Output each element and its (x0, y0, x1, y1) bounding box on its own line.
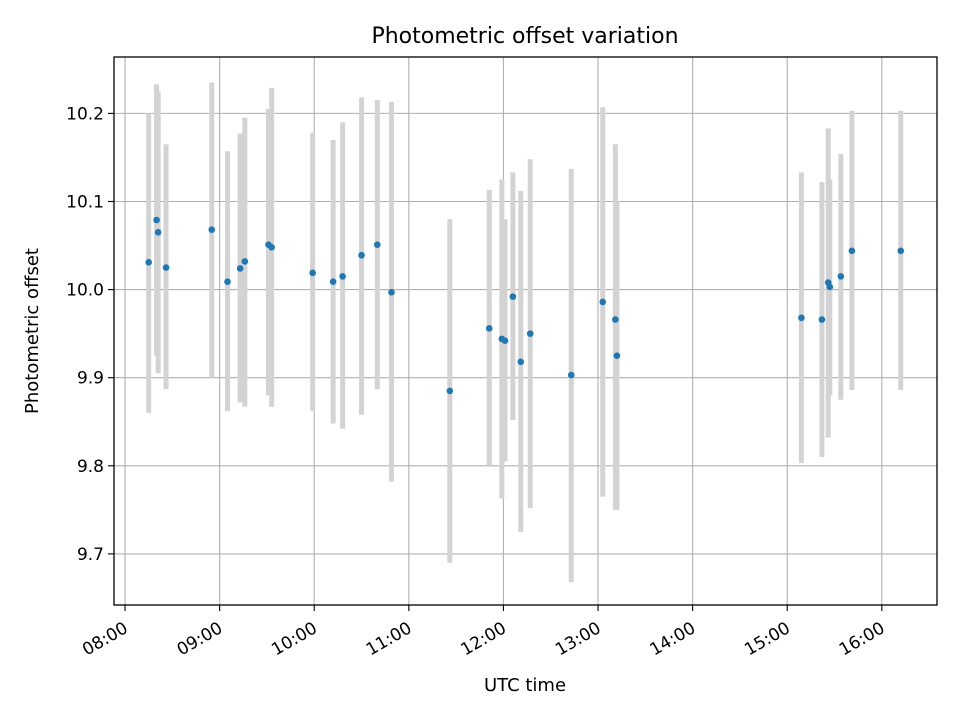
data-point (208, 226, 216, 233)
data-point (897, 247, 905, 255)
y-tick-label: 9.7 (77, 545, 104, 565)
data-point (612, 316, 619, 323)
data-point (526, 330, 534, 337)
data-point (826, 283, 834, 291)
plot-frame (113, 56, 938, 606)
x-axis-label: UTC time (484, 675, 566, 696)
data-point (567, 371, 575, 379)
data-point (485, 325, 493, 332)
data-point (153, 216, 160, 224)
chart-title: Photometric offset variation (371, 24, 678, 49)
data-point (501, 337, 509, 344)
data-points (145, 216, 905, 395)
data-point (837, 273, 845, 280)
data-point (224, 278, 231, 285)
y-tick-label: 9.8 (77, 457, 104, 477)
data-point (517, 358, 525, 366)
data-point (373, 241, 381, 248)
data-point (798, 314, 805, 322)
data-point (388, 288, 395, 296)
y-tick-label: 9.9 (77, 369, 104, 389)
data-point (162, 264, 170, 271)
data-point (268, 244, 275, 251)
data-point (309, 269, 316, 277)
data-point (599, 298, 607, 306)
data-point (818, 316, 826, 323)
data-point (339, 273, 346, 280)
data-point (509, 293, 517, 300)
data-point (329, 278, 337, 285)
data-point (446, 387, 454, 395)
data-point (848, 247, 856, 255)
data-point (241, 258, 249, 265)
y-tick-label: 10.0 (66, 281, 104, 301)
y-tick-label: 10.2 (66, 104, 104, 124)
data-point (613, 352, 621, 359)
data-point (154, 229, 162, 236)
data-point (358, 251, 365, 259)
y-axis-label: Photometric offset (22, 248, 43, 414)
y-tick-label: 10.1 (66, 192, 104, 212)
data-point (145, 258, 152, 266)
data-point (236, 265, 244, 272)
y-axis-ticks: 9.7 9.8 9.9 10.0 10.1 10.2 (66, 104, 114, 565)
